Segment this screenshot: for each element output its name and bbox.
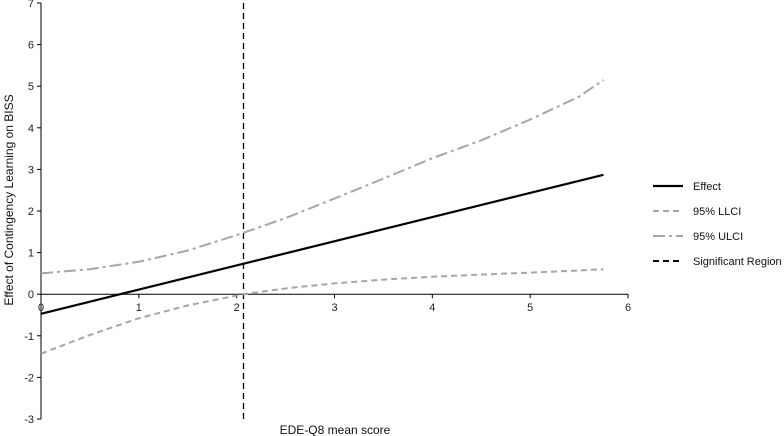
x-tick-label: 1 xyxy=(136,302,142,314)
x-tick-label: 0 xyxy=(38,302,44,314)
x-axis-label: EDE-Q8 mean score xyxy=(280,423,391,436)
series-line-effect xyxy=(40,173,604,315)
x-tick-label: 6 xyxy=(625,302,631,314)
y-tick-label: -1 xyxy=(24,331,34,343)
x-tick-label: 3 xyxy=(331,302,337,314)
y-tick-label: 5 xyxy=(28,81,34,93)
y-tick-label: 0 xyxy=(28,289,34,301)
y-tick-label: -2 xyxy=(24,372,34,384)
y-tick-label: -3 xyxy=(24,414,34,426)
x-tick-label: 2 xyxy=(234,302,240,314)
y-tick-label: 1 xyxy=(28,248,34,260)
y-tick-label: 7 xyxy=(28,0,34,10)
y-axis-label: Effect of Contingency Learning on BISS xyxy=(2,94,16,305)
legend-label: 95% ULCI xyxy=(693,231,743,243)
chart-series xyxy=(40,3,605,419)
legend: Effect 95% LLCI 95% ULCI Significant Region xyxy=(653,181,782,268)
legend-label: Effect xyxy=(693,181,721,193)
y-tick-label: 6 xyxy=(28,40,34,52)
series-line-95-llci xyxy=(40,268,604,355)
legend-label: Significant Region xyxy=(693,256,782,268)
x-tick-label: 4 xyxy=(429,302,435,314)
axes: -3 -2 -1 0 1 2 3 4 5 6 7 0 1 2 3 4 5 6 xyxy=(24,0,631,426)
y-tick-label: 4 xyxy=(28,123,34,135)
y-tick-label: 2 xyxy=(28,206,34,218)
legend-label: 95% LLCI xyxy=(693,206,741,218)
x-tick-label: 5 xyxy=(527,302,533,314)
y-tick-label: 3 xyxy=(28,164,34,176)
series-line-95-ulci xyxy=(40,79,605,275)
